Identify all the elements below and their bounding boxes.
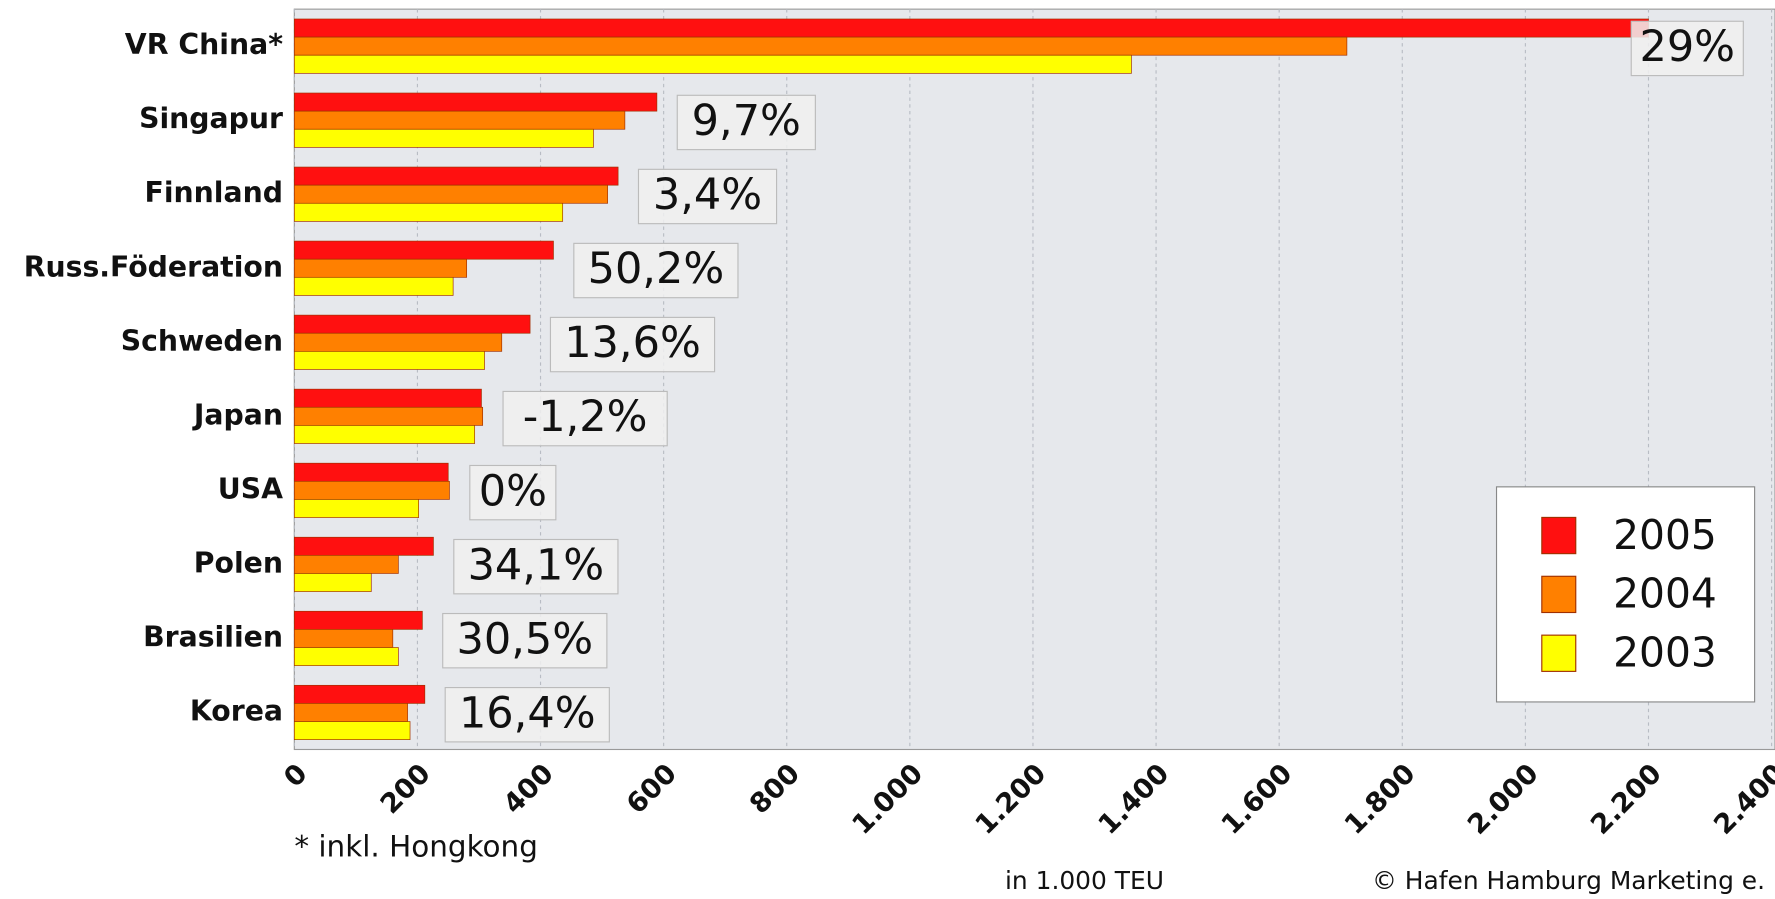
bar (293, 202, 564, 222)
legend-swatch (1541, 516, 1577, 555)
x-tick-label: 600 (621, 758, 683, 820)
growth-label: 34,1% (468, 540, 605, 590)
growth-box (442, 612, 608, 669)
growth-box (637, 168, 778, 225)
x-tick-label: 1.400 (1093, 758, 1176, 841)
x-tick-label: 0 (278, 758, 313, 793)
legend-box (1495, 486, 1756, 703)
bar (293, 629, 394, 648)
y-tick-label: VR China* (125, 28, 283, 61)
y-tick-label: Korea (190, 694, 283, 727)
bar (293, 332, 503, 352)
y-tick-label: USA (218, 472, 283, 505)
bar (293, 703, 408, 722)
bar (293, 610, 423, 630)
bar (293, 36, 1348, 56)
growth-label: 50,2% (588, 244, 725, 294)
x-tick-label: 1.000 (847, 758, 930, 841)
bar (293, 184, 608, 204)
x-tick-label: 1.800 (1339, 758, 1422, 841)
x-tick-label: 2.200 (1585, 758, 1668, 841)
growth-box (573, 242, 739, 299)
bar (293, 258, 468, 278)
x-tick-label: 1.600 (1216, 758, 1299, 841)
source: © Hafen Hamburg Marketing e. (1372, 866, 1765, 895)
bar (293, 92, 658, 112)
bar (293, 166, 619, 186)
bar (293, 721, 411, 740)
growth-label: 29% (1639, 22, 1735, 72)
bar (293, 314, 531, 334)
bar (293, 351, 485, 370)
y-tick-label: Singapur (139, 102, 283, 135)
growth-box (1630, 20, 1744, 77)
growth-box (549, 316, 716, 373)
legend-label: 2004 (1613, 570, 1717, 618)
x-tick-label: 2.400 (1708, 758, 1775, 841)
bar (293, 536, 434, 556)
bar (293, 388, 482, 408)
y-tick-label: Polen (194, 546, 283, 579)
bar (293, 18, 1649, 38)
growth-label: 0% (479, 466, 547, 516)
growth-label: 13,6% (564, 318, 701, 368)
legend-label: 2005 (1613, 511, 1717, 559)
x-tick-label: 400 (498, 758, 560, 820)
bar (293, 54, 1132, 74)
x-tick-label: 200 (375, 758, 437, 820)
bar (293, 499, 420, 518)
y-tick-label: Schweden (121, 324, 283, 357)
legend-swatch (1541, 575, 1577, 614)
growth-box (453, 538, 619, 595)
bar (293, 555, 399, 574)
bar (293, 110, 626, 130)
legend-label: 2003 (1613, 629, 1717, 677)
bar (293, 684, 426, 704)
growth-box (444, 686, 610, 743)
x-tick-label: 800 (744, 758, 806, 820)
y-tick-label: Japan (192, 398, 283, 431)
growth-label: 16,4% (459, 688, 596, 738)
growth-label: 9,7% (692, 96, 801, 146)
x-axis-label: in 1.000 TEU (1005, 866, 1164, 895)
x-tick-label: 1.200 (970, 758, 1053, 841)
bar (293, 573, 372, 592)
bar (293, 276, 454, 296)
bar (293, 647, 399, 666)
y-tick-label: Finnland (144, 176, 283, 209)
bar (293, 462, 449, 482)
bar (293, 406, 484, 426)
x-tick-label: 2.000 (1462, 758, 1545, 841)
growth-box (502, 390, 668, 447)
bar (293, 240, 554, 260)
bar (293, 128, 594, 148)
growth-label: -1,2% (523, 392, 648, 442)
growth-box (469, 464, 557, 521)
growth-label: 30,5% (456, 614, 593, 664)
bar (293, 480, 450, 500)
footnote: * inkl. Hongkong (294, 829, 538, 863)
growth-box (676, 94, 816, 151)
y-tick-label: Brasilien (143, 620, 283, 653)
legend-swatch (1541, 634, 1577, 672)
growth-label: 3,4% (653, 170, 762, 220)
bar (293, 425, 476, 444)
y-tick-label: Russ.Föderation (24, 250, 283, 283)
